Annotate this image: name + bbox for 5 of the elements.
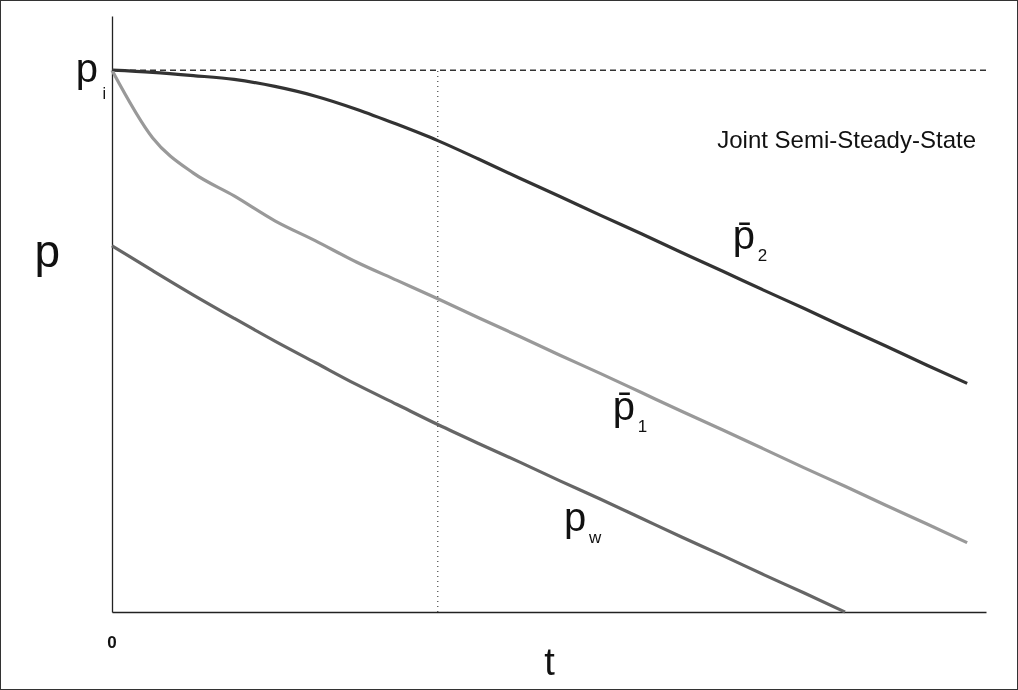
x-axis-title: t (544, 640, 556, 683)
ref-line-label: pi (75, 46, 106, 103)
text: 0 (107, 633, 117, 652)
annotation: Joint Semi-Steady-State (717, 126, 976, 153)
y-axis-title: p (34, 224, 61, 277)
